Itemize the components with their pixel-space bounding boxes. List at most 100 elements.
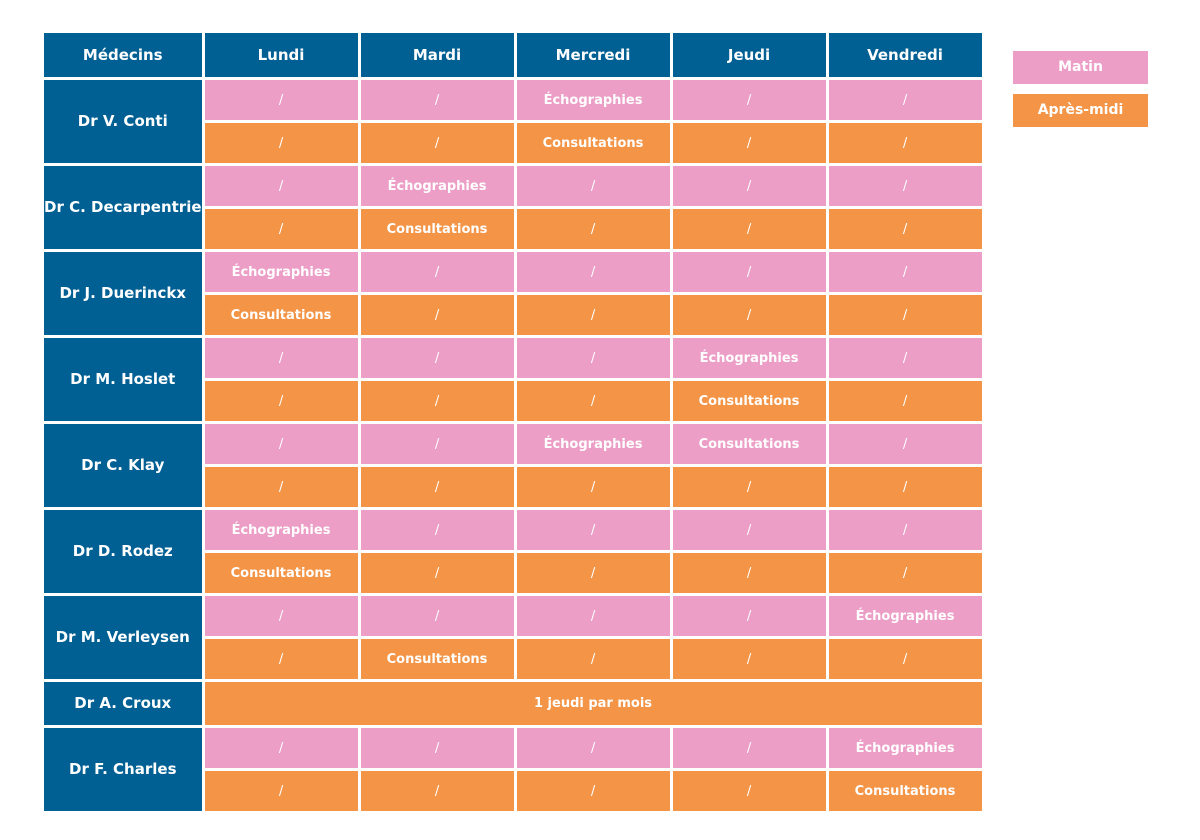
- morning-slot-cell: Échographies: [204, 252, 358, 292]
- doctor-row-dr-v-conti-afternoon: / / Consultations / /: [44, 123, 982, 163]
- afternoon-slot-cell: /: [516, 771, 670, 811]
- afternoon-slot-cell: /: [828, 209, 982, 249]
- doctor-row-dr-d-rodez-morning: Dr D. Rodez Échographies / / / /: [44, 510, 982, 593]
- morning-slot-cell: /: [828, 80, 982, 120]
- afternoon-slot-cell: Consultations: [672, 381, 826, 421]
- morning-slot-cell: /: [672, 80, 826, 120]
- afternoon-slot-cell: /: [360, 553, 514, 593]
- afternoon-slot-cell: /: [828, 467, 982, 507]
- afternoon-slot-cell: /: [360, 381, 514, 421]
- afternoon-slot-cell: /: [204, 209, 358, 249]
- afternoon-slot-cell: Consultations: [360, 639, 514, 679]
- doctor-row-dr-c-decarpentrie-morning: Dr C. Decarpentrie / Échographies / / /: [44, 166, 982, 249]
- morning-slot-cell: Consultations: [672, 424, 826, 464]
- afternoon-slot-cell: Consultations: [516, 123, 670, 163]
- doctor-row-dr-j-duerinckx-morning: Dr J. Duerinckx Échographies / / / /: [44, 252, 982, 335]
- doctor-row-dr-c-klay-morning: Dr C. Klay / / Échographies Consultations /: [44, 424, 982, 507]
- morning-slot-cell: /: [360, 252, 514, 292]
- doctor-name: Dr M. Verleysen: [44, 596, 202, 679]
- doctor-row-dr-f-charles-morning: Dr F. Charles / / / / Échographies: [44, 728, 982, 811]
- doctor-row-dr-a-croux: Dr A. Croux 1 jeudi par mois: [44, 682, 982, 725]
- afternoon-slot-cell: /: [516, 381, 670, 421]
- header-row: Médecins Lundi Mardi Mercredi Jeudi Vend…: [44, 33, 982, 77]
- afternoon-slot-cell: /: [672, 639, 826, 679]
- morning-slot-cell: /: [516, 728, 670, 768]
- afternoon-slot-cell: /: [672, 467, 826, 507]
- morning-slot-cell: Échographies: [360, 166, 514, 206]
- afternoon-slot-cell: /: [204, 123, 358, 163]
- afternoon-slot-cell: /: [204, 771, 358, 811]
- header-thursday: Jeudi: [672, 33, 826, 77]
- morning-slot-cell: /: [516, 166, 670, 206]
- doctor-name: Dr V. Conti: [44, 80, 202, 163]
- morning-slot-cell: /: [360, 80, 514, 120]
- afternoon-slot-cell: /: [672, 209, 826, 249]
- morning-slot-cell: /: [828, 424, 982, 464]
- morning-slot-cell: /: [672, 166, 826, 206]
- afternoon-slot-cell: /: [672, 295, 826, 335]
- doctor-name: Dr C. Klay: [44, 424, 202, 507]
- doctor-row-dr-m-hoslet-afternoon: / / / Consultations /: [44, 381, 982, 421]
- morning-slot-cell: /: [672, 596, 826, 636]
- afternoon-slot-cell: /: [516, 295, 670, 335]
- header-tuesday: Mardi: [360, 33, 514, 77]
- schedule-body: Dr V. Conti / / Échographies / / / / Consultatio…: [44, 80, 982, 811]
- doctor-name: Dr A. Croux: [44, 682, 202, 725]
- legend-afternoon: Après-midi: [1013, 94, 1148, 127]
- merged-schedule-cell: 1 jeudi par mois: [204, 682, 982, 725]
- afternoon-slot-cell: /: [672, 553, 826, 593]
- doctor-row-dr-v-conti-morning: Dr V. Conti / / Échographies / /: [44, 80, 982, 163]
- afternoon-slot-cell: /: [516, 553, 670, 593]
- morning-slot-cell: /: [516, 596, 670, 636]
- morning-slot-cell: /: [516, 338, 670, 378]
- morning-slot-cell: /: [204, 80, 358, 120]
- legend: Matin Après-midi: [1013, 51, 1148, 137]
- morning-slot-cell: /: [516, 252, 670, 292]
- legend-morning: Matin: [1013, 51, 1148, 84]
- doctor-row-dr-m-verleysen-morning: Dr M. Verleysen / / / / Échographies: [44, 596, 982, 679]
- doctor-name: Dr J. Duerinckx: [44, 252, 202, 335]
- afternoon-slot-cell: /: [828, 381, 982, 421]
- doctor-row-dr-c-klay-afternoon: / / / / /: [44, 467, 982, 507]
- afternoon-slot-cell: /: [360, 295, 514, 335]
- afternoon-slot-cell: Consultations: [204, 553, 358, 593]
- afternoon-slot-cell: Consultations: [360, 209, 514, 249]
- afternoon-slot-cell: /: [204, 467, 358, 507]
- morning-slot-cell: /: [360, 338, 514, 378]
- morning-slot-cell: Échographies: [204, 510, 358, 550]
- doctor-row-dr-c-decarpentrie-afternoon: / Consultations / / /: [44, 209, 982, 249]
- afternoon-slot-cell: /: [204, 381, 358, 421]
- morning-slot-cell: Échographies: [828, 728, 982, 768]
- afternoon-slot-cell: /: [516, 467, 670, 507]
- morning-slot-cell: /: [204, 424, 358, 464]
- morning-slot-cell: /: [516, 510, 670, 550]
- morning-slot-cell: /: [672, 728, 826, 768]
- morning-slot-cell: /: [204, 338, 358, 378]
- afternoon-slot-cell: /: [828, 639, 982, 679]
- afternoon-slot-cell: Consultations: [204, 295, 358, 335]
- morning-slot-cell: /: [204, 166, 358, 206]
- afternoon-slot-cell: /: [828, 295, 982, 335]
- afternoon-slot-cell: Consultations: [828, 771, 982, 811]
- morning-slot-cell: /: [360, 424, 514, 464]
- doctor-row-dr-m-hoslet-morning: Dr M. Hoslet / / / Échographies /: [44, 338, 982, 421]
- afternoon-slot-cell: /: [360, 123, 514, 163]
- morning-slot-cell: /: [828, 166, 982, 206]
- header-wednesday: Mercredi: [516, 33, 670, 77]
- morning-slot-cell: /: [360, 728, 514, 768]
- afternoon-slot-cell: /: [360, 467, 514, 507]
- afternoon-slot-cell: /: [672, 771, 826, 811]
- doctor-name: Dr D. Rodez: [44, 510, 202, 593]
- morning-slot-cell: Échographies: [828, 596, 982, 636]
- afternoon-slot-cell: /: [360, 771, 514, 811]
- morning-slot-cell: /: [204, 596, 358, 636]
- afternoon-slot-cell: /: [828, 123, 982, 163]
- morning-slot-cell: /: [360, 510, 514, 550]
- doctor-row-dr-f-charles-afternoon: / / / / Consultations: [44, 771, 982, 811]
- doctor-name: Dr M. Hoslet: [44, 338, 202, 421]
- morning-slot-cell: Échographies: [516, 424, 670, 464]
- morning-slot-cell: Échographies: [672, 338, 826, 378]
- morning-slot-cell: /: [672, 252, 826, 292]
- morning-slot-cell: /: [360, 596, 514, 636]
- morning-slot-cell: /: [828, 252, 982, 292]
